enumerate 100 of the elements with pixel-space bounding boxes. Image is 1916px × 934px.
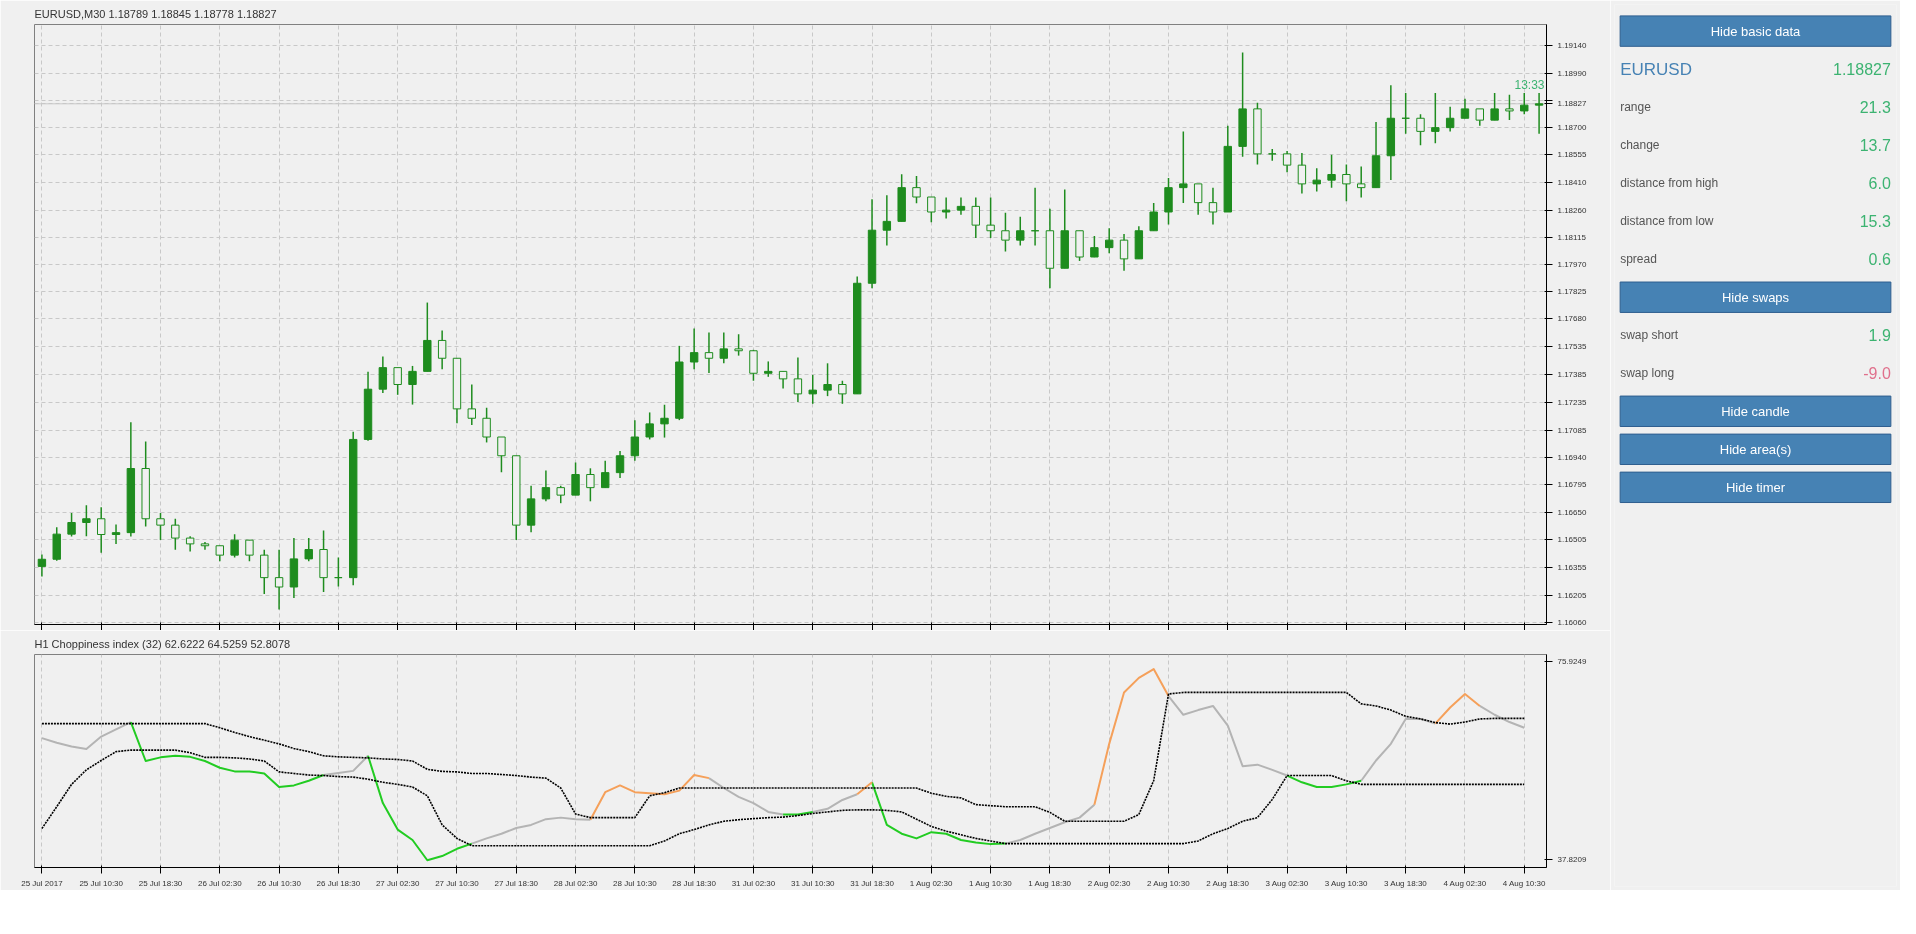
candlestick xyxy=(260,548,269,595)
candlestick xyxy=(793,356,803,403)
candlestick xyxy=(156,512,165,541)
candlestick xyxy=(986,196,995,239)
category-label: Hide swaps xyxy=(1721,289,1790,305)
y-tick-label: 1.18555 xyxy=(1557,150,1587,160)
category-label: swap short xyxy=(1620,328,1679,343)
candlestick xyxy=(467,383,476,426)
candlestick xyxy=(719,331,728,365)
y-tick-label: 1.16205 xyxy=(1557,590,1587,600)
candlestick xyxy=(601,459,610,489)
x-tick-label: 25 Jul 2017 xyxy=(21,878,64,888)
candlestick xyxy=(171,518,180,551)
y-tick-label: 1.17535 xyxy=(1557,341,1587,351)
x-tick-label: 2 Aug 18:30 xyxy=(1206,878,1250,888)
candlestick xyxy=(927,196,936,224)
candlestick xyxy=(1342,163,1351,202)
candlestick xyxy=(1179,130,1188,204)
text: 21.3 xyxy=(1859,99,1891,117)
x-tick-label: 1 Aug 18:30 xyxy=(1028,878,1072,888)
category-label: spread xyxy=(1620,252,1657,267)
x-tick-label: 28 Jul 10:30 xyxy=(613,878,658,888)
x-tick-label: 1 Aug 02:30 xyxy=(909,878,954,888)
x-tick-label: 27 Jul 18:30 xyxy=(494,878,539,888)
x-tick-label: 3 Aug 18:30 xyxy=(1384,878,1428,888)
candlestick xyxy=(408,365,417,406)
candlestick xyxy=(1460,98,1470,119)
x-tick-label: 27 Jul 10:30 xyxy=(435,878,480,888)
candlestick xyxy=(497,436,506,473)
y-tick-label: 1.16060 xyxy=(1557,618,1587,628)
category-label: range xyxy=(1620,100,1652,115)
y-tick-label: 1.16940 xyxy=(1557,453,1587,463)
y-tick-label: 1.19140 xyxy=(1557,40,1587,50)
x-tick-label: 1 Aug 10:30 xyxy=(969,878,1013,888)
candlestick xyxy=(67,512,76,538)
x-tick-label: 31 Jul 02:30 xyxy=(731,878,776,888)
candlestick xyxy=(1534,92,1544,135)
chart-title: H1 Choppiness index (32) 62.6222 64.5259 52.8078 xyxy=(34,637,291,650)
candlestick xyxy=(245,539,254,562)
y-tick-label: 1.18115 xyxy=(1557,232,1587,242)
x-tick-label: 2 Aug 02:30 xyxy=(1087,878,1131,888)
candlestick xyxy=(956,196,966,216)
candlestick xyxy=(482,407,491,444)
candlestick xyxy=(823,362,832,397)
candlestick xyxy=(1297,152,1307,195)
x-tick-label: 26 Jul 18:30 xyxy=(316,878,361,888)
candlestick xyxy=(111,523,121,545)
candlestick xyxy=(704,331,714,374)
candlestick xyxy=(393,366,402,396)
line-series xyxy=(41,749,1526,847)
category-label: distance from low xyxy=(1620,214,1714,229)
y-tick-label: 1.17680 xyxy=(1557,314,1587,324)
x-tick-label: 28 Jul 18:30 xyxy=(672,878,717,888)
candlestick xyxy=(1327,154,1336,189)
text: 15.3 xyxy=(1859,213,1891,231)
y-tick-label: 1.18260 xyxy=(1557,205,1587,215)
line-series xyxy=(41,691,1526,823)
candlestick xyxy=(274,548,284,611)
candlestick xyxy=(378,355,388,394)
category-label: swap long xyxy=(1620,366,1675,381)
candlestick xyxy=(630,419,640,462)
candlestick xyxy=(571,461,580,496)
category-label: EURUSD xyxy=(1620,59,1692,79)
y-tick-label: 1.18990 xyxy=(1557,68,1587,78)
x-tick-label: 4 Aug 10:30 xyxy=(1502,878,1546,888)
candlestick xyxy=(941,196,951,220)
candlestick xyxy=(97,506,106,554)
candlestick xyxy=(1505,94,1514,121)
candlestick xyxy=(1416,113,1425,146)
candlestick xyxy=(1105,227,1114,254)
y-tick-label: 1.17085 xyxy=(1557,425,1587,435)
candlestick xyxy=(971,196,980,239)
candlestick xyxy=(1090,235,1099,258)
candlestick xyxy=(304,537,313,562)
y-tick-label: 75.9249 xyxy=(1557,657,1587,667)
candlestick xyxy=(1016,215,1025,247)
candlestick xyxy=(1357,165,1366,199)
candlestick xyxy=(808,374,817,405)
candlestick xyxy=(912,175,921,204)
candlestick xyxy=(645,411,654,441)
candlestick xyxy=(1119,233,1129,272)
chart-title: EURUSD,M30 1.18789 1.18845 1.18778 1.18827 xyxy=(34,7,277,20)
candlestick xyxy=(1282,150,1292,173)
candlestick xyxy=(230,533,239,559)
candlestick xyxy=(37,553,47,578)
y-tick-label: 37.8209 xyxy=(1557,855,1587,865)
y-tick-label: 1.18700 xyxy=(1557,123,1587,133)
candlestick xyxy=(1445,105,1455,133)
x-tick-label: 31 Jul 18:30 xyxy=(850,878,895,888)
text: 0.6 xyxy=(1868,251,1891,269)
category-label: change xyxy=(1620,138,1660,153)
candlestick xyxy=(749,349,758,382)
y-tick-label: 1.17825 xyxy=(1557,287,1587,297)
x-tick-label: 4 Aug 02:30 xyxy=(1443,878,1487,888)
x-tick-label: 26 Jul 10:30 xyxy=(257,878,302,888)
text: 6.0 xyxy=(1868,175,1891,193)
candlestick xyxy=(1431,92,1440,144)
candlestick xyxy=(1520,92,1529,116)
candlestick xyxy=(1149,202,1158,232)
text: 1.9 xyxy=(1868,327,1891,345)
